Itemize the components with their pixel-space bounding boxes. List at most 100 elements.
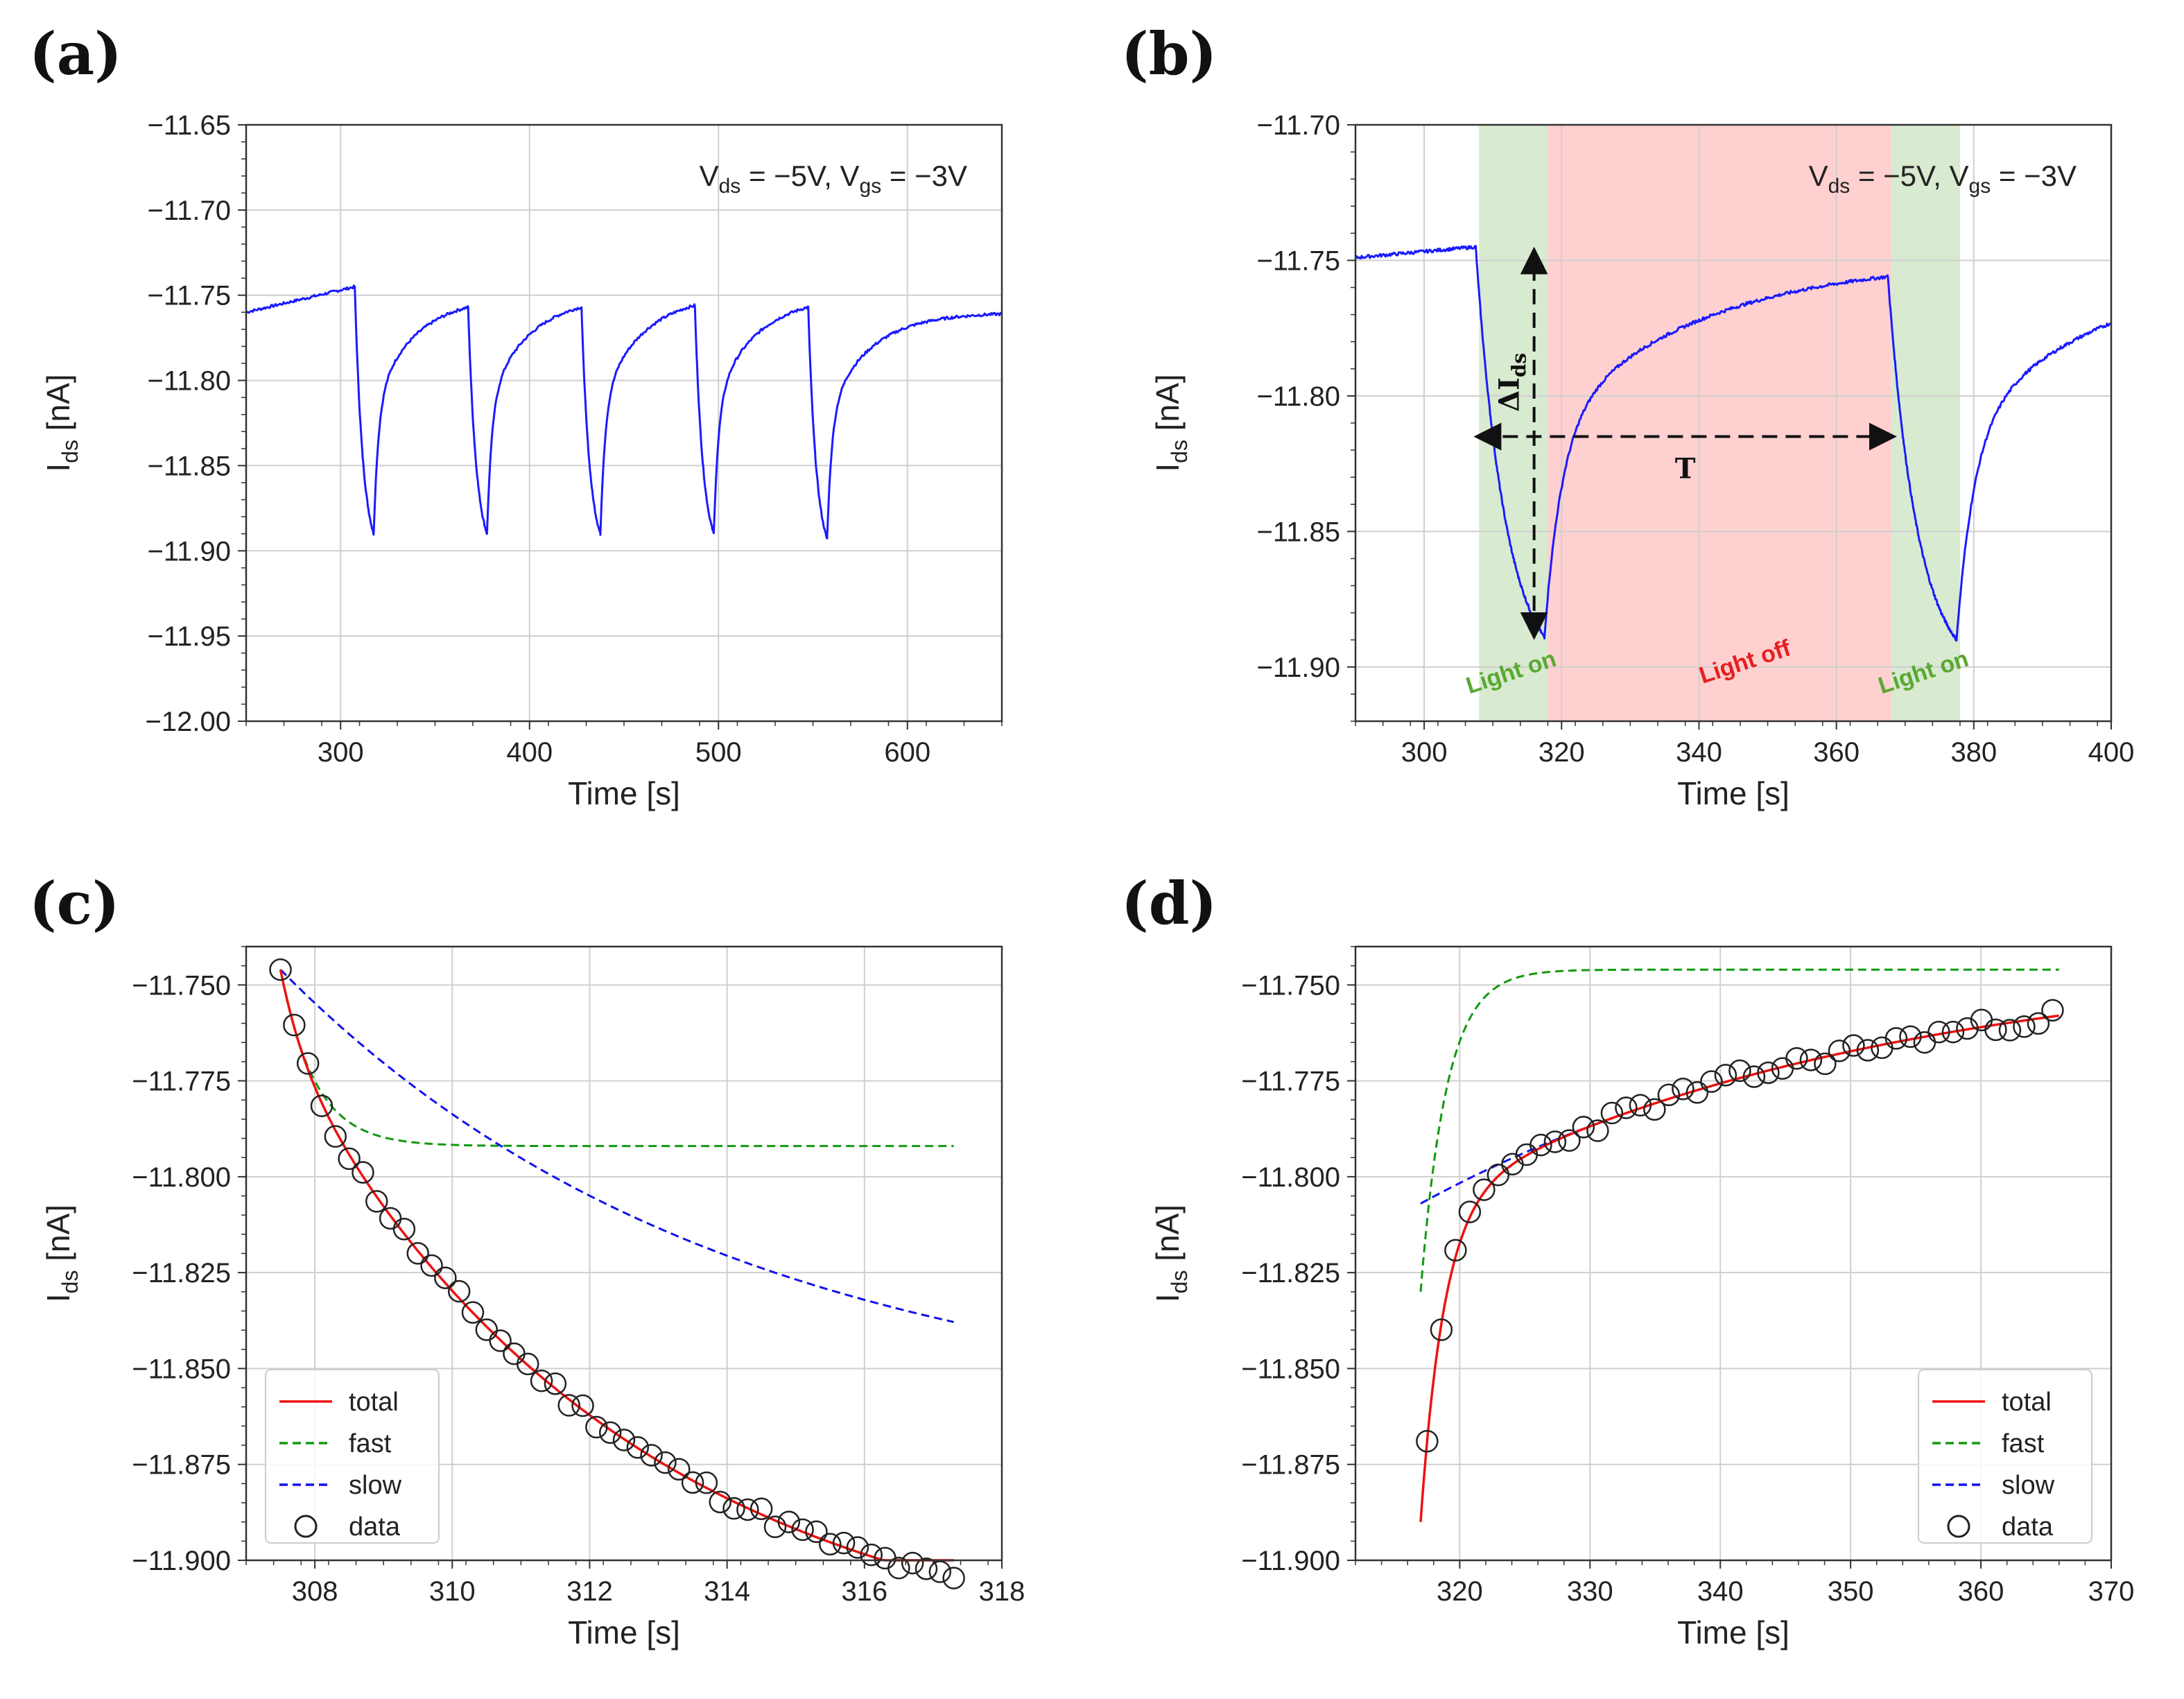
data-point <box>626 1436 650 1459</box>
data-point <box>1458 1200 1482 1223</box>
x-tick-label: 400 <box>506 737 553 768</box>
data-point <box>763 1515 787 1539</box>
current-trace <box>1355 245 2112 642</box>
data-point <box>420 1254 443 1277</box>
data-point <box>544 1372 567 1395</box>
x-tick-label: 310 <box>429 1576 476 1607</box>
data-point <box>612 1429 636 1451</box>
panel-d: (d) 320 330 340 350 360 370 −11.900 −11.875 −11.… <box>1092 850 2184 1699</box>
x-axis-title: Time [s] <box>568 1614 680 1650</box>
data-point <box>1927 1020 1950 1044</box>
y-tick-label: −11.800 <box>132 1162 231 1193</box>
data-point <box>805 1520 828 1543</box>
data-point <box>352 1161 374 1184</box>
y-tick-label: −11.875 <box>132 1450 231 1481</box>
current-trace <box>245 284 1003 540</box>
slow-curve <box>1420 1015 2059 1205</box>
x-tick-label: 330 <box>1567 1576 1613 1607</box>
data-point <box>310 1094 333 1117</box>
plot-frame <box>245 123 1003 723</box>
y-tick-label: −11.900 <box>132 1546 231 1576</box>
data-point <box>749 1497 773 1521</box>
data-point <box>695 1471 718 1494</box>
data-point <box>736 1498 759 1521</box>
y-tick-label: −12.00 <box>146 707 231 737</box>
y-tick-label: −11.65 <box>148 110 232 141</box>
data-point <box>379 1207 402 1230</box>
total-curve <box>1419 1014 2059 1522</box>
chart-d: 320 330 340 350 360 370 −11.900 −11.875 −11.850 −… <box>1150 945 2134 1650</box>
panel-b: (b) 300 320 340 360 380 400 −11.90 −11.85 −11.80… <box>1092 0 2184 850</box>
x-tick-label: 300 <box>1401 737 1448 768</box>
data-point <box>887 1556 910 1580</box>
y-tick-label: −11.775 <box>132 1067 231 1097</box>
data-point <box>1728 1059 1751 1083</box>
y-tick-label: −11.825 <box>132 1258 231 1288</box>
data-point <box>1657 1083 1681 1107</box>
data-point <box>681 1471 704 1494</box>
data-point <box>1757 1061 1780 1085</box>
data-point <box>777 1510 801 1533</box>
legend-box <box>265 1369 440 1544</box>
x-tick-label: 312 <box>566 1576 613 1607</box>
data-point <box>557 1394 580 1417</box>
data-point <box>640 1444 663 1467</box>
y-tick-label: −11.80 <box>1257 381 1341 412</box>
data-point <box>598 1421 622 1444</box>
x-axis-title: Time [s] <box>1677 775 1789 811</box>
y-tick-label: −11.875 <box>1241 1450 1340 1481</box>
data-point <box>283 1013 306 1037</box>
data-point <box>1700 1070 1723 1093</box>
data-point <box>1416 1429 1439 1453</box>
data-point <box>1941 1020 1965 1044</box>
legend-marker-data <box>1947 1515 1970 1538</box>
x-tick-label: 316 <box>841 1576 887 1607</box>
x-tick-label: 340 <box>1697 1576 1744 1607</box>
legend-label-data: data <box>349 1512 401 1542</box>
y-tick-label: −11.825 <box>1241 1258 1340 1288</box>
delta-ids-label: ΔIds <box>1493 353 1531 412</box>
data-point <box>517 1352 539 1376</box>
data-point <box>915 1557 938 1580</box>
y-tick-label: −11.90 <box>1257 653 1341 683</box>
bias-annotation: Vds = −5V, Vgs = −3V <box>1809 159 2077 198</box>
data-point <box>489 1329 512 1352</box>
x-tick-label: 360 <box>1813 737 1860 768</box>
chart-b: 300 320 340 360 380 400 −11.90 −11.85 −11.80 −11.… <box>1150 110 2134 811</box>
x-tick-label: 350 <box>1828 1576 1874 1607</box>
data-point <box>1998 1019 2022 1042</box>
legend-box <box>1918 1369 2092 1544</box>
y-tick-label: −11.90 <box>148 536 232 567</box>
y-tick-label: −11.80 <box>148 366 232 397</box>
y-tick-label: −11.850 <box>132 1354 231 1384</box>
data-point <box>571 1394 594 1417</box>
data-point <box>654 1451 677 1474</box>
data-point <box>338 1147 361 1171</box>
data-point <box>1586 1119 1609 1142</box>
data-point <box>1984 1018 2007 1042</box>
legend-label-slow: slow <box>349 1471 402 1500</box>
data-point <box>1672 1077 1695 1101</box>
data-point <box>832 1531 856 1555</box>
data-point <box>1871 1036 1893 1060</box>
data-point <box>1884 1027 1908 1050</box>
x-tick-label: 314 <box>704 1576 750 1607</box>
data-point <box>461 1301 485 1324</box>
data-point <box>1643 1098 1666 1121</box>
data-point <box>365 1190 388 1213</box>
data-point <box>269 958 292 981</box>
legend-marker-data <box>294 1515 318 1538</box>
panel-label-d: (d) <box>1121 869 1217 938</box>
data-point <box>1685 1081 1709 1104</box>
data-point <box>1785 1046 1808 1070</box>
y-axis-title: Ids [nA] <box>1150 1205 1192 1302</box>
y-tick-label: −11.70 <box>148 196 232 226</box>
y-tick-label: −11.75 <box>148 281 232 311</box>
y-tick-label: −11.775 <box>1241 1067 1340 1097</box>
x-tick-label: 340 <box>1676 737 1722 768</box>
data-point <box>1799 1049 1823 1071</box>
data-point <box>1444 1239 1467 1262</box>
data-point <box>1742 1065 1766 1088</box>
data-point <box>791 1518 814 1542</box>
data-point <box>1842 1034 1865 1057</box>
